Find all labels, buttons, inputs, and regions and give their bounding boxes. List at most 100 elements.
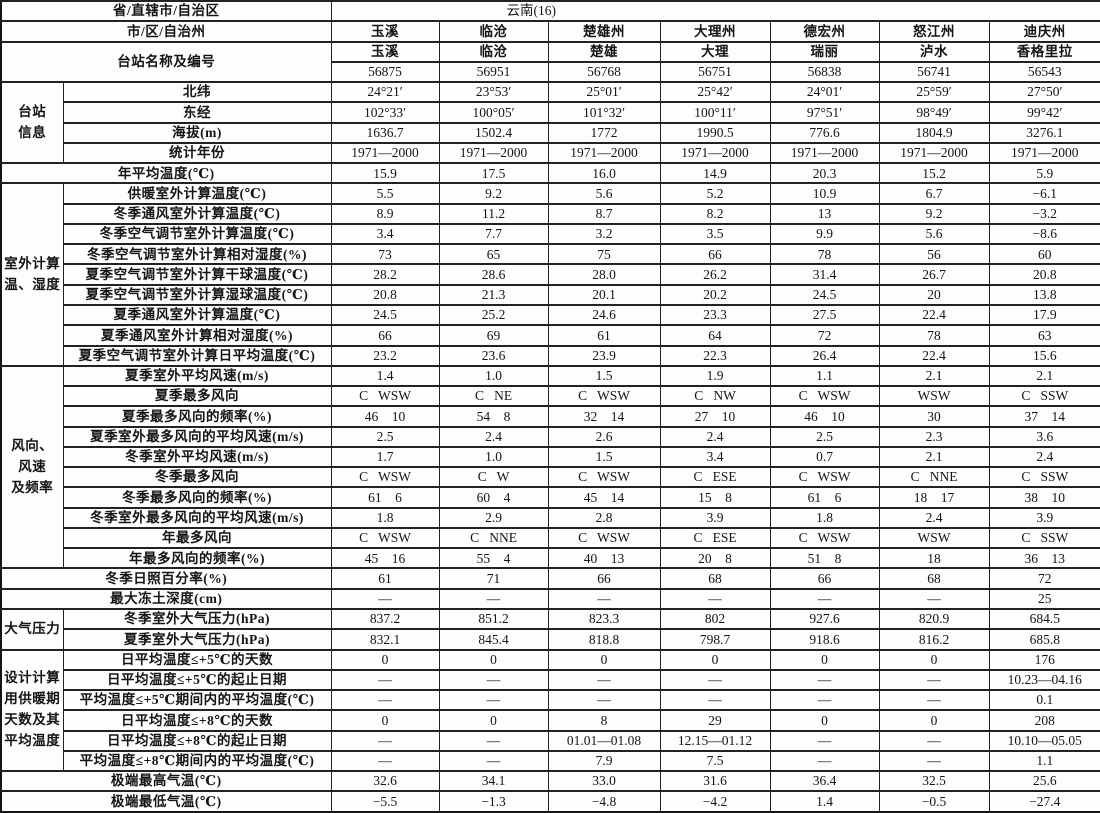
value-cell: 845.4 — [438, 628, 549, 651]
value-cell: 9.2 — [438, 182, 549, 205]
value-cell: 01.01—01.08 — [547, 729, 661, 752]
value-cell: 837.2 — [330, 607, 440, 630]
station-id-cell: 56543 — [988, 60, 1100, 83]
value-cell: 918.6 — [769, 628, 880, 651]
value-cell: 65 — [438, 243, 549, 265]
row-label-cell: 北纬 — [62, 81, 332, 103]
value-cell: 1971—2000 — [547, 141, 661, 164]
value-cell: 15.6 — [988, 344, 1100, 367]
value-cell: — — [547, 689, 661, 711]
value-cell: 3.2 — [547, 222, 661, 245]
row-label-cell: 夏季空气调节室外计算湿球温度(℃) — [62, 283, 332, 306]
value-cell: — — [769, 729, 880, 752]
value-cell: 22.3 — [659, 344, 771, 367]
value-cell: 60 4 — [438, 486, 549, 509]
value-cell: 18 17 — [878, 486, 990, 509]
value-cell: 11.2 — [438, 202, 549, 225]
row-label-cell: 夏季通风室外计算温度(℃) — [62, 303, 332, 326]
value-cell: 46 10 — [330, 405, 440, 428]
group-label-cell: 台站 信息 — [0, 81, 64, 164]
city-cell: 玉溪 — [330, 20, 440, 43]
value-cell: 927.6 — [769, 607, 880, 630]
city-cell: 怒江州 — [878, 20, 990, 43]
value-cell: 31.6 — [659, 770, 771, 792]
value-cell: 72 — [769, 324, 880, 347]
value-cell: 63 — [988, 324, 1100, 347]
value-cell: — — [659, 587, 771, 610]
value-cell: 45 16 — [330, 547, 440, 569]
value-cell: 13 — [769, 202, 880, 225]
value-cell: 100°11′ — [659, 101, 771, 124]
value-cell: 5.9 — [988, 162, 1100, 184]
value-cell: 1.0 — [438, 364, 549, 387]
value-cell: 1.7 — [330, 445, 440, 468]
value-cell: 28.6 — [438, 263, 549, 286]
value-cell: 1.8 — [330, 506, 440, 529]
value-cell: 2.4 — [438, 425, 549, 448]
value-cell: 2.5 — [769, 425, 880, 448]
value-cell: — — [659, 668, 771, 691]
value-cell: 25.2 — [438, 303, 549, 326]
value-cell: 5.2 — [659, 182, 771, 205]
value-cell: 5.6 — [878, 222, 990, 245]
value-cell: C WSW — [330, 466, 440, 488]
value-cell: 1772 — [547, 121, 661, 144]
value-cell: 8.7 — [547, 202, 661, 225]
row-label-cell: 日平均温度≤+8℃的起止日期 — [62, 729, 332, 752]
value-cell: 14.9 — [659, 162, 771, 184]
value-cell: 36.4 — [769, 770, 880, 792]
value-cell: 100°05′ — [438, 101, 549, 124]
value-cell: 10.10—05.05 — [988, 729, 1100, 752]
value-cell: — — [330, 749, 440, 772]
value-cell: 1.5 — [547, 445, 661, 468]
value-cell: 1971—2000 — [330, 141, 440, 164]
value-cell: 1971—2000 — [769, 141, 880, 164]
value-cell: — — [438, 689, 549, 711]
value-cell: — — [769, 689, 880, 711]
value-cell: 101°32′ — [547, 101, 661, 124]
value-cell: — — [438, 587, 549, 610]
value-cell: 61 — [547, 324, 661, 347]
value-cell: 66 — [330, 324, 440, 347]
value-cell: 0 — [769, 709, 880, 732]
value-cell: 61 — [330, 567, 440, 590]
value-cell: 29 — [659, 709, 771, 732]
value-cell: 3.6 — [988, 425, 1100, 448]
value-cell: C WSW — [769, 466, 880, 488]
row-label-cell: 统计年份 — [62, 141, 332, 164]
row-label-cell: 日平均温度≤+8℃的天数 — [62, 709, 332, 732]
value-cell: −8.6 — [988, 222, 1100, 245]
value-cell: 20.2 — [659, 283, 771, 306]
value-cell: 32.6 — [330, 770, 440, 792]
row-label-cell: 年平均温度(℃) — [0, 162, 332, 184]
value-cell: 13.8 — [988, 283, 1100, 306]
value-cell: 1.0 — [438, 445, 549, 468]
station-id-cell: 56875 — [330, 60, 440, 83]
row-label-cell: 供暖室外计算温度(℃) — [62, 182, 332, 205]
value-cell: 69 — [438, 324, 549, 347]
value-cell: 66 — [547, 567, 661, 590]
city-cell: 大理州 — [659, 20, 771, 43]
row-label-cell: 冬季空气调节室外计算相对湿度(%) — [62, 243, 332, 265]
value-cell: 20.1 — [547, 283, 661, 306]
value-cell: 6.7 — [878, 182, 990, 205]
value-cell: 24°21′ — [330, 81, 440, 103]
value-cell: 684.5 — [988, 607, 1100, 630]
value-cell: C W — [438, 466, 549, 488]
value-cell: 1990.5 — [659, 121, 771, 144]
station-name-cell: 瑞丽 — [769, 40, 880, 63]
value-cell: 820.9 — [878, 607, 990, 630]
value-cell: 33.0 — [547, 770, 661, 792]
value-cell: −0.5 — [878, 790, 990, 813]
value-cell: C SSW — [988, 385, 1100, 407]
value-cell: — — [547, 587, 661, 610]
station-name-cell: 香格里拉 — [988, 40, 1100, 63]
value-cell: 20 — [878, 283, 990, 306]
row-label-cell: 极端最高气温(℃) — [0, 770, 332, 792]
value-cell: 851.2 — [438, 607, 549, 630]
value-cell: 73 — [330, 243, 440, 265]
value-cell: 78 — [769, 243, 880, 265]
value-cell: 12.15—01.12 — [659, 729, 771, 752]
